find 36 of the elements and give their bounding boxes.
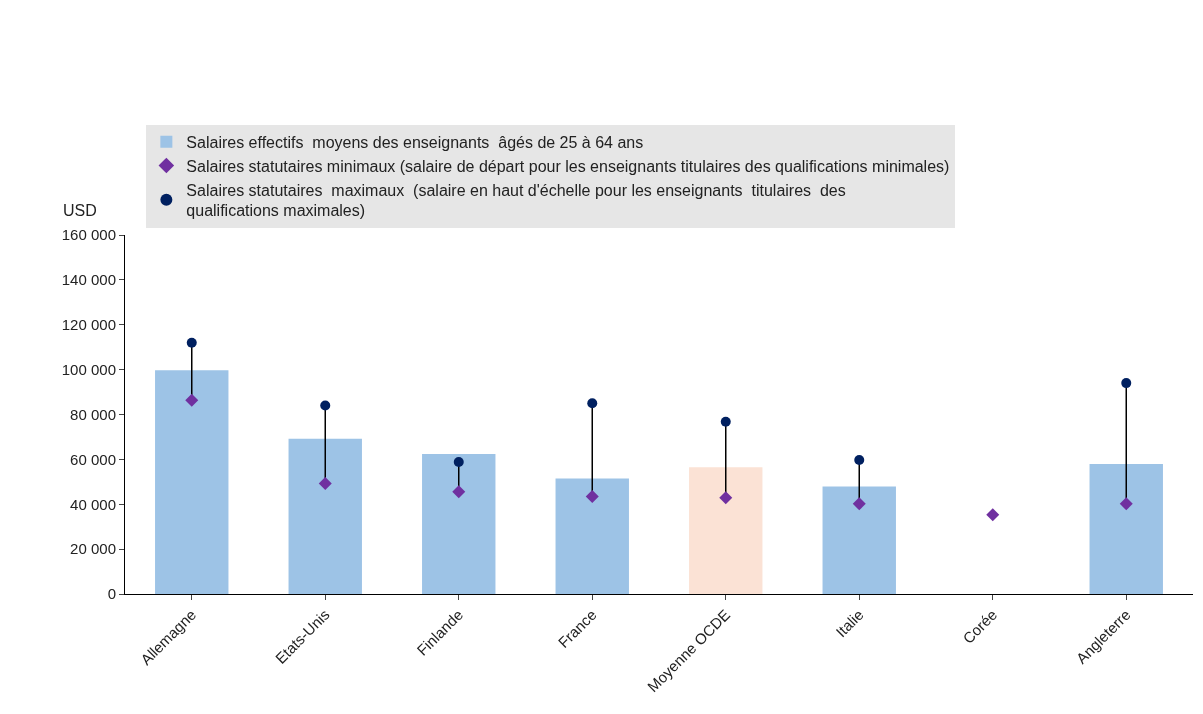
point — [452, 485, 466, 499]
y-tick-label: 140 000 — [61, 271, 116, 289]
bar — [555, 478, 629, 594]
point — [585, 490, 599, 504]
point — [854, 455, 865, 466]
point — [185, 393, 199, 407]
y-tick-label: 80 000 — [70, 405, 116, 423]
y-tick-label: 100 000 — [61, 360, 116, 378]
bar — [155, 370, 229, 594]
legend-label: Salaires statutaires minimaux (salaire de départ pour les enseignants titulaires des qualifications minimales) — [186, 157, 950, 175]
legend-label: Salaires statutaires maximaux (salaire en haut d'échelle pour les enseignants titulaires des qualifications maximales) — [186, 181, 846, 220]
point — [986, 508, 1000, 522]
bar — [1089, 464, 1163, 594]
bar — [689, 467, 763, 594]
point — [587, 398, 598, 409]
y-tick-label: 160 000 — [61, 226, 116, 244]
x-tick-label: Italie — [832, 605, 867, 641]
y-tick-label: 40 000 — [70, 495, 116, 513]
y-tick-label: 60 000 — [70, 450, 116, 468]
point — [318, 476, 332, 490]
bar — [822, 486, 896, 594]
legend-label: Salaires effectifs moyens des enseignants âgés de 25 à 64 ans — [186, 133, 644, 151]
y-tick-label: 0 — [107, 585, 116, 603]
point — [720, 416, 731, 427]
point — [186, 337, 197, 348]
point — [852, 497, 866, 511]
point — [719, 491, 733, 505]
bar — [422, 453, 496, 594]
bar — [288, 438, 362, 594]
y-axis-title: USD — [63, 202, 97, 219]
point — [1121, 378, 1132, 389]
point — [320, 400, 331, 411]
point — [453, 457, 464, 468]
y-tick-label: 120 000 — [61, 316, 116, 333]
y-tick-label: 20 000 — [70, 540, 116, 558]
point — [1119, 497, 1133, 511]
